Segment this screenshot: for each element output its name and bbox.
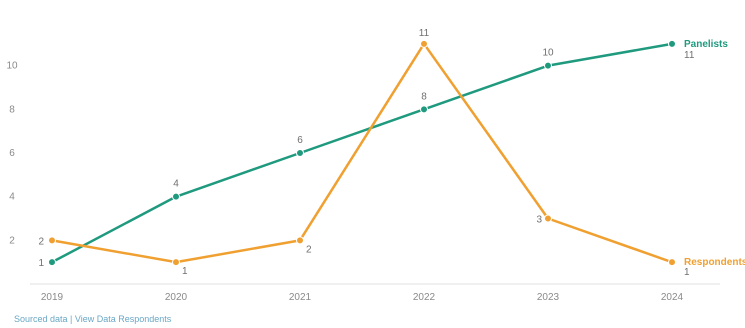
data-label: 11	[419, 28, 430, 39]
series-end-label: Panelists	[684, 39, 728, 50]
data-label: 2	[306, 244, 312, 255]
x-tick-label: 2022	[413, 292, 436, 303]
data-label: 2	[38, 236, 44, 247]
data-label: 8	[421, 91, 427, 102]
data-label: 11	[684, 50, 695, 61]
data-label: 1	[182, 266, 188, 277]
data-point	[172, 192, 180, 201]
y-tick-label: 2	[9, 235, 15, 246]
series-line	[51, 42, 673, 264]
data-point	[544, 214, 552, 223]
data-point	[48, 258, 56, 267]
data-point	[296, 149, 304, 157]
x-tick-label: 2020	[165, 292, 188, 303]
data-label: 10	[542, 48, 554, 59]
data-point	[420, 39, 428, 48]
data-point	[420, 105, 428, 114]
x-axis: 2019 2020 2021 2022 2023 2024	[41, 292, 684, 303]
data-label: 4	[173, 179, 179, 190]
data-label: 1	[684, 267, 690, 278]
data-label: 3	[536, 215, 542, 226]
series-line	[51, 42, 673, 264]
data-point	[668, 39, 676, 48]
y-tick-label: 4	[9, 192, 15, 203]
x-tick-label: 2023	[537, 292, 560, 303]
x-tick-label: 2019	[41, 292, 64, 303]
x-tick-label: 2024	[661, 292, 684, 303]
data-label: 6	[297, 135, 303, 146]
x-tick-label: 2021	[289, 292, 312, 303]
data-point	[48, 236, 56, 245]
data-point	[668, 258, 676, 267]
data-point	[544, 61, 552, 70]
y-axis: 2 4 6 8 10	[6, 61, 18, 247]
data-point	[172, 258, 180, 267]
series-end-label: Respondents	[684, 257, 745, 268]
y-tick-label: 8	[9, 104, 15, 115]
y-tick-label: 6	[9, 148, 15, 159]
data-point	[296, 236, 304, 245]
y-tick-label: 10	[6, 61, 18, 72]
source-footnote[interactable]: Sourced data | View Data Respondents	[14, 314, 172, 324]
data-label: 1	[38, 258, 44, 269]
